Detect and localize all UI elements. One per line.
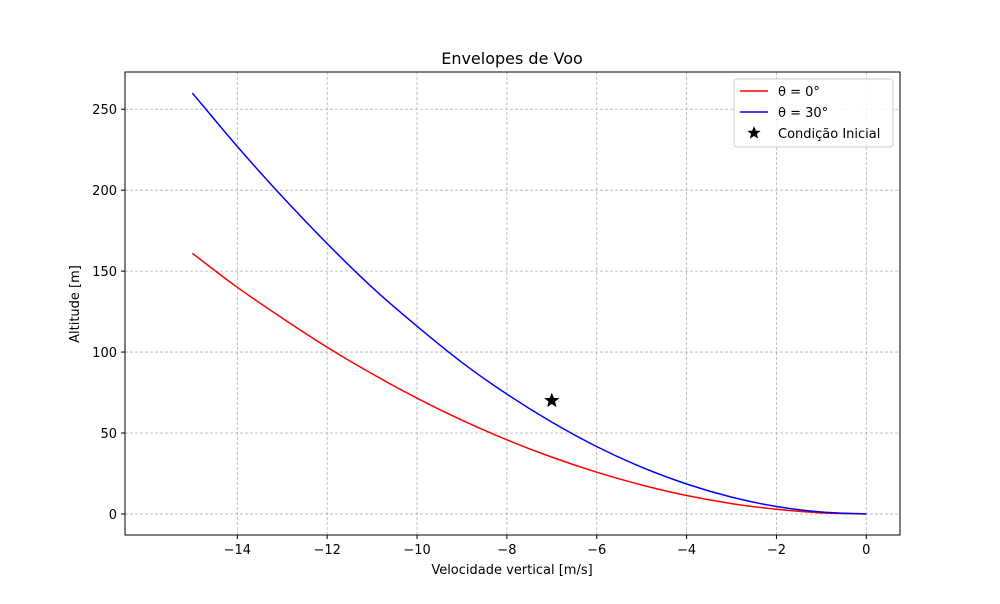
legend-box <box>733 78 894 148</box>
legend-label: Condição Inicial <box>778 127 880 142</box>
legend-star-swatch <box>747 126 761 139</box>
plot-frame <box>124 71 901 536</box>
legend: θ = 0° θ = 30° Condição Inicial <box>733 78 894 148</box>
x-tick-label: −14 <box>224 543 251 558</box>
y-tick-label: 50 <box>100 427 117 442</box>
legend-items: θ = 0° θ = 30° Condição Inicial <box>740 85 880 142</box>
x-tick-label: −6 <box>587 543 606 558</box>
legend-label: θ = 30° <box>778 106 828 121</box>
y-tick-label: 200 <box>92 184 117 199</box>
x-tick-label: −10 <box>403 543 430 558</box>
grid <box>125 72 900 535</box>
y-tick-label: 0 <box>109 508 117 523</box>
initial-condition-star-marker <box>544 392 560 408</box>
x-tick-label: −8 <box>497 543 516 558</box>
series-line-2 <box>191 92 867 515</box>
x-axis-ticks: −14 −12 −10 −8 −6 −4 −2 0 <box>224 535 870 558</box>
y-tick-label: 250 <box>92 103 117 118</box>
x-axis-label: Velocidade vertical [m/s] <box>431 563 592 578</box>
x-tick-label: −2 <box>767 543 786 558</box>
markers <box>544 392 560 408</box>
x-tick-label: −12 <box>313 543 340 558</box>
x-tick-label: 0 <box>862 543 870 558</box>
y-tick-label: 150 <box>92 265 117 280</box>
y-tick-label: 100 <box>92 346 117 361</box>
x-tick-label: −4 <box>677 543 696 558</box>
legend-label: θ = 0° <box>778 85 820 100</box>
y-axis-label: Altitude [m] <box>68 265 83 343</box>
chart-title: Envelopes de Voo <box>441 49 583 68</box>
series-line-1 <box>191 252 867 515</box>
y-axis-ticks: 0 50 100 150 200 250 <box>92 103 125 523</box>
series-lines <box>191 92 867 515</box>
